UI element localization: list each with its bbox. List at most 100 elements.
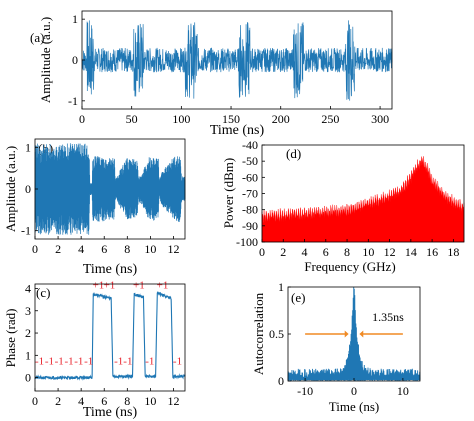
panel-c: (c) -1 -1 -1 -1 -1 -1+1 +1-1 -1+1-1+1-1 0 2 4 6 8 10… bbox=[3, 279, 186, 420]
panel-c-y-label: Phase (rad) bbox=[3, 309, 18, 368]
panel-b-x-tick-label: 10 bbox=[144, 242, 156, 256]
panel-a-x-ticks: 0 50 100 150 200 250 300 bbox=[79, 106, 389, 126]
panel-c-x-ticks: 0 2 4 6 8 10 12 bbox=[32, 388, 179, 408]
panel-c-symbol-label: -1 bbox=[145, 355, 154, 367]
panel-d-x-tick-label: 4 bbox=[302, 245, 308, 259]
panel-d-x-label: Frequency (GHz) bbox=[304, 259, 395, 274]
panel-b-x-tick-label: 2 bbox=[55, 242, 61, 256]
panel-a-label: (a) bbox=[30, 30, 44, 45]
panel-e-label: (e) bbox=[291, 290, 305, 305]
panel-e-y-tick-label: 0.5 bbox=[269, 327, 284, 341]
panel-a-plot-area bbox=[81, 20, 393, 101]
panel-a-x-tick-label: 0 bbox=[79, 112, 85, 126]
panel-c-label: (c) bbox=[36, 285, 50, 300]
panel-c-x-tick-label: 8 bbox=[124, 394, 130, 408]
panel-b-plot-area bbox=[34, 143, 186, 235]
panel-d-x-tick-label: 10 bbox=[362, 245, 374, 259]
panel-d-x-tick-label: 6 bbox=[323, 245, 329, 259]
panel-c-x-tick-label: 0 bbox=[32, 394, 38, 408]
panel-c-symbol-label: +1 bbox=[93, 279, 105, 291]
panel-c-symbol-label: -1 bbox=[64, 355, 73, 367]
panel-c-phase-line bbox=[34, 291, 186, 381]
panel-d: (d) 0 2 4 6 8 10 12 14 16 18 -100-90-80-70-60-50-… bbox=[221, 138, 465, 274]
panel-e: (e) -10 0 10 0 0.5 1 1.35ns Time (ns) Autoco… bbox=[251, 280, 421, 414]
panel-c-x-tick-label: 10 bbox=[144, 394, 156, 408]
panel-a-x-tick-label: 50 bbox=[126, 112, 138, 126]
panel-d-plot-area bbox=[261, 156, 465, 243]
panel-a-x-tick-label: 150 bbox=[222, 112, 240, 126]
panel-b-y-tick-label: 1 bbox=[25, 140, 31, 154]
panel-a-y-label: Amplitude (a.u.) bbox=[38, 17, 53, 103]
panel-c-symbol-label: -1 bbox=[114, 355, 123, 367]
panel-c-symbol-label: -1 bbox=[55, 355, 64, 367]
panel-e-right-arrow-head bbox=[359, 330, 364, 338]
panel-c-symbol-label: +1 bbox=[157, 279, 169, 291]
panel-a-y-ticks: -1 0 1 bbox=[68, 12, 85, 108]
panel-d-y-ticks: -100 -90 -80 -70 -60 -50 -40 bbox=[236, 138, 265, 249]
panel-e-x-tick-label: 0 bbox=[351, 384, 357, 398]
panel-c-symbol-label: -1 bbox=[74, 355, 83, 367]
panel-d-y-tick-label: -40 bbox=[242, 138, 258, 152]
panel-a-y-tick-label: 1 bbox=[72, 12, 78, 26]
panel-e-width-annotation: 1.35ns bbox=[372, 310, 404, 324]
panel-c-x-tick-label: 6 bbox=[101, 394, 107, 408]
panel-b-y-tick-label: 0 bbox=[25, 182, 31, 196]
panel-c-symbol-label: -1 bbox=[35, 355, 44, 367]
panel-d-y-tick-label: -100 bbox=[236, 235, 258, 249]
panel-b-x-tick-label: 0 bbox=[32, 242, 38, 256]
panel-c-frame bbox=[34, 283, 186, 392]
panel-a-x-tick-label: 100 bbox=[172, 112, 190, 126]
panel-b-x-tick-label: 4 bbox=[78, 242, 84, 256]
panel-c-y-ticks: 0 1 2 3 4 bbox=[25, 281, 38, 385]
panel-a-y-tick-label: -1 bbox=[68, 94, 78, 108]
panel-b-x-tick-label: 8 bbox=[124, 242, 130, 256]
panel-b-y-ticks: -1 0 1 bbox=[21, 140, 38, 238]
panel-c-x-tick-label: 4 bbox=[78, 394, 84, 408]
panel-a-x-label: Time (ns) bbox=[210, 123, 265, 138]
panel-d-x-tick-label: 14 bbox=[405, 245, 417, 259]
panel-e-y-tick-label: 1 bbox=[278, 280, 284, 294]
panel-c-symbol-label: -1 bbox=[84, 355, 93, 367]
panel-d-spectrum-area bbox=[261, 156, 465, 243]
panel-e-left-arrow-head bbox=[344, 330, 349, 338]
panel-e-y-label: Autocorrelation bbox=[251, 292, 266, 375]
panel-c-x-tick-label: 12 bbox=[167, 394, 179, 408]
panel-c-y-tick-label: 2 bbox=[25, 326, 31, 340]
panel-b-y-label: Amplitude (a.u.) bbox=[3, 146, 18, 232]
panel-a: (a) 0 50 100 150 200 250 300 -101 Time (ns) Am… bbox=[30, 10, 393, 138]
panel-c-x-tick-label: 2 bbox=[55, 394, 61, 408]
panel-c-x-label: Time (ns) bbox=[83, 405, 138, 420]
panel-b-x-ticks: 0 2 4 6 8 10 12 bbox=[32, 236, 179, 256]
panel-a-y-tick-label: 0 bbox=[72, 53, 78, 67]
panel-a-x-tick-label: 250 bbox=[321, 112, 339, 126]
panel-d-y-tick-label: -90 bbox=[242, 219, 258, 233]
panel-e-y-tick-label: 0 bbox=[278, 374, 284, 388]
panel-c-y-tick-label: 0 bbox=[25, 371, 31, 385]
panel-b-x-tick-label: 12 bbox=[167, 242, 179, 256]
panel-d-y-tick-label: -60 bbox=[242, 170, 258, 184]
panel-c-symbol-label: +1 bbox=[133, 279, 145, 291]
panel-c-plot-area: -1 -1 -1 -1 -1 -1+1 +1-1 -1+1-1+1-1 bbox=[34, 279, 186, 381]
panel-e-annotations: 1.35ns bbox=[305, 310, 404, 338]
panel-d-x-tick-label: 16 bbox=[426, 245, 438, 259]
panel-d-label: (d) bbox=[286, 146, 301, 161]
panel-c-y-tick-label: 3 bbox=[25, 304, 31, 318]
panel-d-x-tick-label: 12 bbox=[384, 245, 396, 259]
panel-d-x-tick-label: 0 bbox=[259, 245, 265, 259]
panel-e-x-tick-label: -10 bbox=[297, 384, 313, 398]
panel-a-x-tick-label: 200 bbox=[272, 112, 290, 126]
panel-b-signal-line bbox=[34, 143, 186, 235]
panel-a-x-tick-label: 300 bbox=[371, 112, 389, 126]
panel-b: (b) 0 2 4 6 8 10 12 -101 Time (ns) Amplitude (… bbox=[3, 138, 186, 277]
panel-e-x-label: Time (ns) bbox=[329, 399, 379, 414]
panel-e-x-tick-label: 10 bbox=[397, 384, 409, 398]
panel-d-x-tick-label: 18 bbox=[447, 245, 459, 259]
panel-d-y-tick-label: -80 bbox=[242, 203, 258, 217]
panel-d-y-tick-label: -70 bbox=[242, 187, 258, 201]
panel-c-y-tick-label: 1 bbox=[25, 348, 31, 362]
panel-c-symbol-label: -1 bbox=[45, 355, 54, 367]
panel-c-symbol-label: +1 bbox=[104, 279, 116, 291]
panel-e-x-ticks: -10 0 10 bbox=[297, 378, 409, 398]
panel-b-y-tick-label: -1 bbox=[21, 224, 31, 238]
